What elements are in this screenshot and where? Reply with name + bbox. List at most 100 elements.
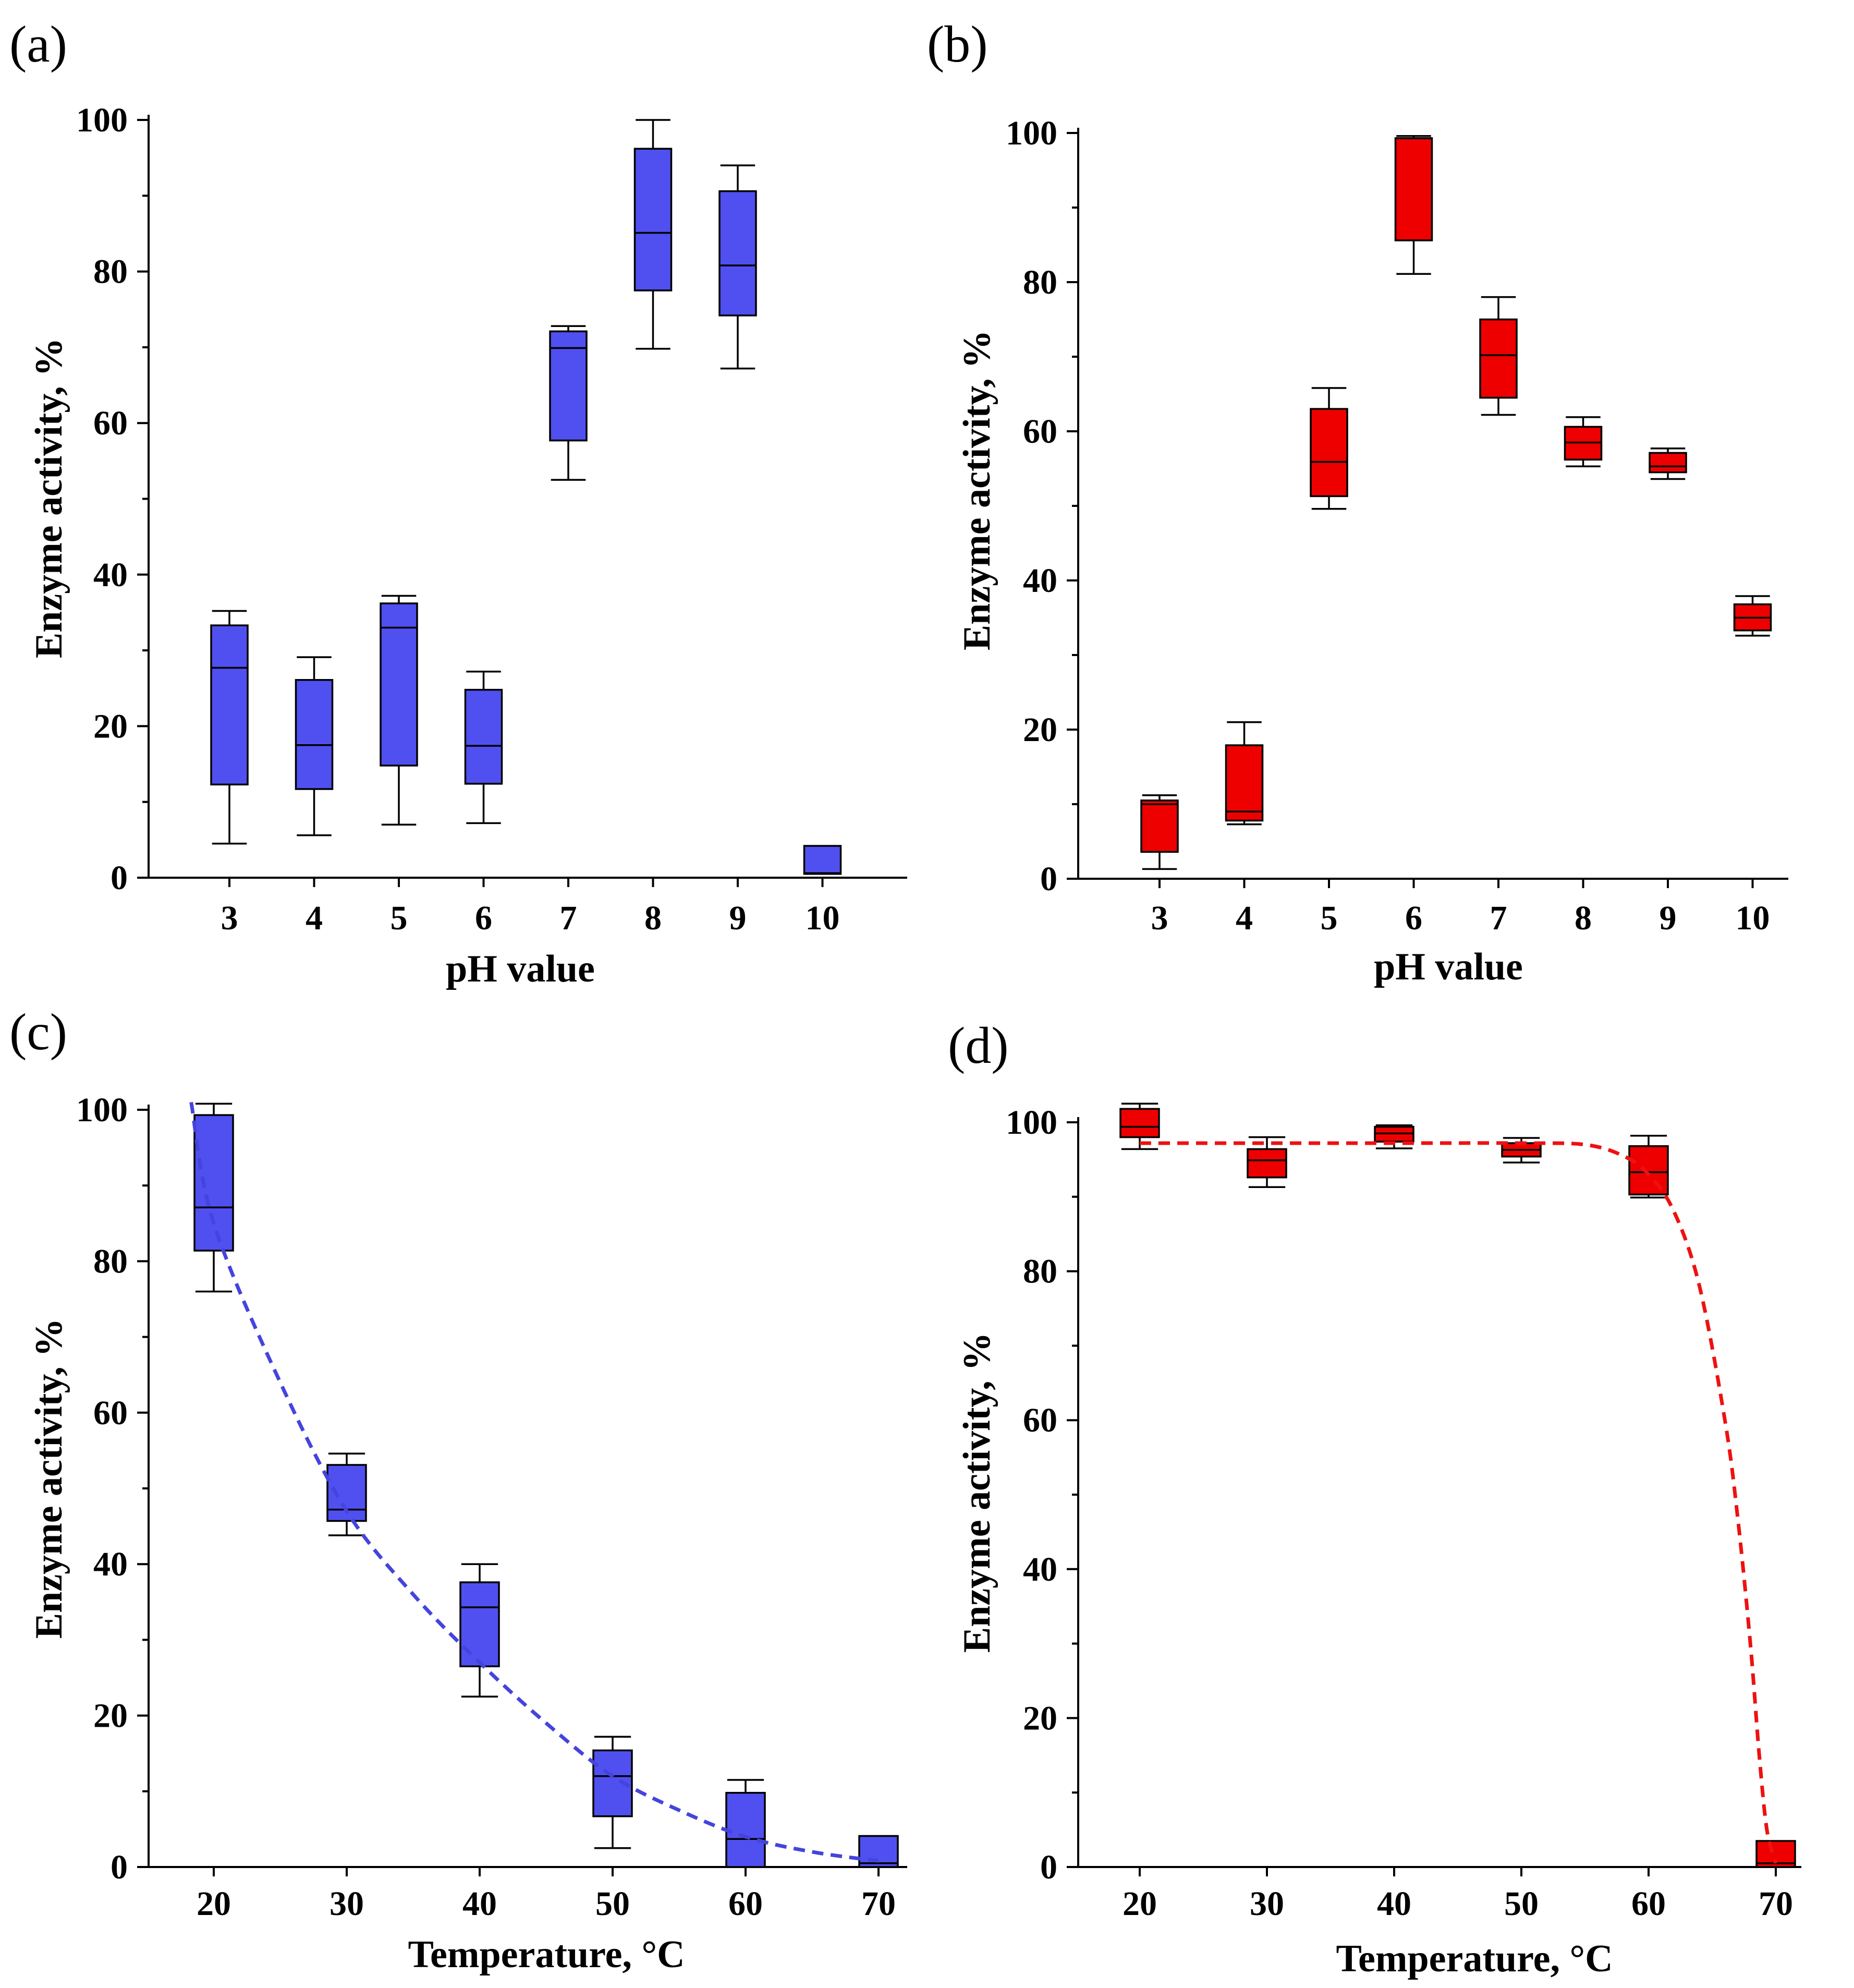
y-axis-title: Enzyme activity, % (28, 1318, 70, 1639)
panel-label: (a) (9, 15, 67, 73)
x-tick-label: 7 (1490, 899, 1507, 937)
box (1119, 1108, 1160, 1138)
x-axis-title: Temperature, °C (408, 1933, 685, 1976)
y-tick-label: 40 (93, 556, 128, 594)
chart-panel-d: (d) 0 20 40 60 80 100 20 30 40 50 60 70 Temperature, … (948, 1016, 1801, 1980)
x-tick-label: 50 (595, 1885, 630, 1923)
y-tick-label: 0 (1040, 1848, 1057, 1886)
box-plot-7 (549, 325, 588, 481)
x-tick-label: 10 (806, 899, 840, 937)
x-tick-label: 8 (1575, 899, 1592, 937)
x-tick-label: 3 (221, 899, 238, 937)
box-plot-8 (1564, 416, 1603, 467)
box (718, 190, 757, 317)
y-axis-title: Enzyme activity, % (956, 1332, 998, 1653)
box (464, 688, 503, 785)
y-tick-label: 40 (93, 1545, 128, 1583)
x-axis-title: pH value (1374, 945, 1523, 988)
y-tick-label: 80 (93, 1242, 128, 1280)
box (1394, 137, 1433, 241)
y-tick-label: 60 (1023, 1401, 1057, 1439)
y-tick-label: 100 (1006, 1104, 1057, 1142)
y-tick-label: 100 (76, 1091, 128, 1129)
chart-panel-c: (c) 0 20 40 60 80 100 20 30 40 50 60 70 Temperature, … (9, 1003, 907, 1976)
x-tick-label: 9 (729, 899, 747, 937)
y-tick-label: 60 (93, 1394, 128, 1432)
box (1479, 318, 1518, 399)
box-plot-40 (1374, 1124, 1414, 1149)
box (633, 148, 673, 292)
y-tick-label: 0 (111, 859, 128, 897)
box-plot-50 (592, 1736, 633, 1849)
box (380, 602, 418, 767)
chart-panel-b: (b) 0 20 40 60 80 100 3 4 5 6 7 8 9 10 pH value Enzyme a… (927, 15, 1788, 988)
x-tick-label: 6 (1405, 899, 1422, 937)
box-plot-20 (193, 1102, 234, 1293)
panel-label: (c) (9, 1003, 67, 1061)
y-tick-label: 60 (1023, 413, 1057, 451)
y-tick-label: 80 (1023, 263, 1057, 301)
y-tick-label: 20 (1023, 1699, 1057, 1737)
chart-panel-a: (a) 0 20 40 60 80 100 3 4 5 6 7 8 9 10 pH value Enzyme a… (9, 15, 907, 990)
box-plot-70 (1755, 1840, 1796, 1868)
x-tick-label: 50 (1504, 1885, 1539, 1923)
box-plot-8 (633, 119, 673, 350)
box-plot-60 (725, 1779, 766, 1868)
panel-label: (d) (948, 1016, 1009, 1074)
x-tick-label: 30 (330, 1885, 364, 1923)
box-plot-9 (1649, 447, 1687, 480)
x-tick-label: 20 (197, 1885, 231, 1923)
x-tick-label: 40 (1377, 1885, 1411, 1923)
box-plot-30 (326, 1452, 367, 1536)
x-tick-label: 5 (391, 899, 408, 937)
y-tick-label: 40 (1023, 1550, 1057, 1589)
box-plot-20 (1119, 1102, 1160, 1150)
box-plot-9 (718, 164, 757, 370)
box (295, 679, 334, 790)
x-tick-label: 8 (644, 899, 662, 937)
y-tick-label: 100 (76, 101, 128, 139)
x-tick-label: 60 (1631, 1885, 1666, 1923)
y-tick-label: 0 (111, 1848, 128, 1886)
x-tick-label: 3 (1151, 899, 1168, 937)
y-axis-title: Enzyme activity, % (28, 338, 70, 659)
x-axis-title: pH value (446, 948, 595, 990)
box (858, 1835, 899, 1868)
x-axis-title: Temperature, °C (1336, 1937, 1613, 1980)
y-tick-label: 20 (93, 707, 128, 745)
box-plot-10 (803, 845, 842, 875)
box-plot-40 (459, 1563, 500, 1698)
y-tick-label: 80 (1023, 1253, 1057, 1291)
y-axis-title: Enzyme activity, % (956, 330, 998, 651)
box-plot-6 (1394, 135, 1433, 275)
box-plot-5 (380, 595, 418, 826)
x-tick-label: 6 (475, 899, 492, 937)
x-tick-label: 30 (1250, 1885, 1284, 1923)
box (1247, 1148, 1287, 1179)
x-tick-label: 9 (1660, 899, 1677, 937)
box-plot-6 (464, 671, 503, 825)
x-tick-label: 70 (1759, 1885, 1793, 1923)
box (1225, 744, 1264, 822)
box (459, 1581, 500, 1667)
box-plot-70 (858, 1835, 899, 1868)
y-tick-label: 0 (1040, 860, 1057, 898)
box (549, 330, 588, 442)
box-plot-30 (1247, 1136, 1287, 1188)
box-plot-3 (210, 610, 249, 845)
box-plot-3 (1140, 794, 1179, 870)
x-tick-label: 5 (1321, 899, 1338, 937)
y-tick-label: 100 (1006, 114, 1057, 152)
x-tick-label: 70 (861, 1885, 896, 1923)
fit-curve (1140, 1141, 1778, 1864)
box-plot-4 (1225, 721, 1264, 826)
box (1310, 408, 1348, 498)
box (803, 845, 842, 875)
box (1649, 452, 1687, 474)
x-tick-label: 4 (1236, 899, 1253, 937)
x-tick-label: 40 (462, 1885, 497, 1923)
panel-label: (b) (927, 15, 988, 73)
x-tick-label: 20 (1123, 1885, 1157, 1923)
y-tick-label: 60 (93, 404, 128, 442)
box-plot-10 (1733, 595, 1772, 637)
